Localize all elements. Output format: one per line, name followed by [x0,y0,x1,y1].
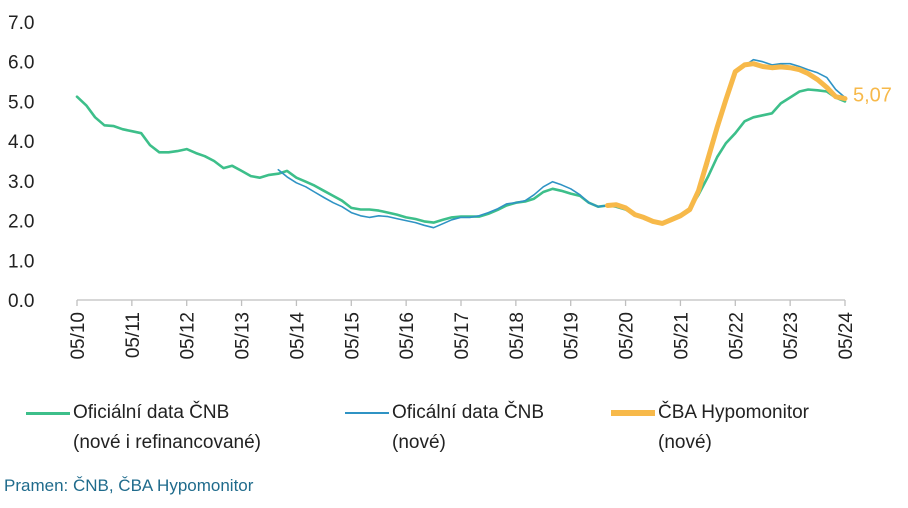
y-tick-label: 0.0 [8,291,34,312]
legend-label-cba-line1: ČBA Hypomonitor [658,402,810,423]
legend-swatch-cnb-all [26,412,70,415]
series-line-cnb-new [277,58,846,229]
x-tick-label: 05/19 [562,312,583,360]
y-tick-label: 5.0 [8,92,34,113]
legend-label-cnb-all-line2: (nové i refinancované) [73,432,261,453]
x-tick-label: 05/14 [287,312,308,360]
y-tick-label: 6.0 [8,53,34,74]
x-tick-label: 05/21 [671,312,692,360]
series-line-cnb-all [75,88,847,224]
source-note: Pramen: ČNB, ČBA Hypomonitor [4,476,254,495]
x-tick-label: 05/15 [342,312,363,360]
x-tick-label: 05/12 [178,312,199,360]
x-tick-label: 05/10 [68,312,89,360]
end-value-label: 5,07 [853,85,892,107]
x-tick-label: 05/20 [617,312,638,360]
y-tick-label: 1.0 [8,251,34,272]
x-tick-label: 05/18 [507,312,528,360]
line-chart: 0.0 1.0 2.0 3.0 4.0 5.0 6.0 7.0 05/10 05/11 05/12 0… [8,13,892,360]
x-tick-label: 05/16 [397,312,418,360]
series-line-cba-hypomonitor [605,61,848,226]
y-tick-label: 4.0 [8,132,34,153]
legend-swatch-cnb-new [345,412,389,414]
y-tick-label: 7.0 [8,13,34,34]
legend-label-cnb-new-line1: Oficální data ČNB [392,402,545,423]
legend-label-cba-line2: (nové) [658,432,712,453]
x-tick-label: 05/17 [452,312,473,360]
y-tick-label: 2.0 [8,212,34,233]
y-tick-label: 3.0 [8,172,34,193]
x-tick-label: 05/24 [836,312,857,360]
legend-label-cnb-new-line2: (nové) [392,432,446,453]
x-tick-label: 05/23 [781,312,802,360]
x-tick-label: 05/13 [233,312,254,360]
x-tick-label: 05/22 [726,312,747,360]
x-tick-label: 05/11 [123,312,144,358]
legend-label-cnb-all-line1: Oficiální data ČNB [73,402,230,423]
legend-swatch-cba-hypomonitor [611,410,655,416]
